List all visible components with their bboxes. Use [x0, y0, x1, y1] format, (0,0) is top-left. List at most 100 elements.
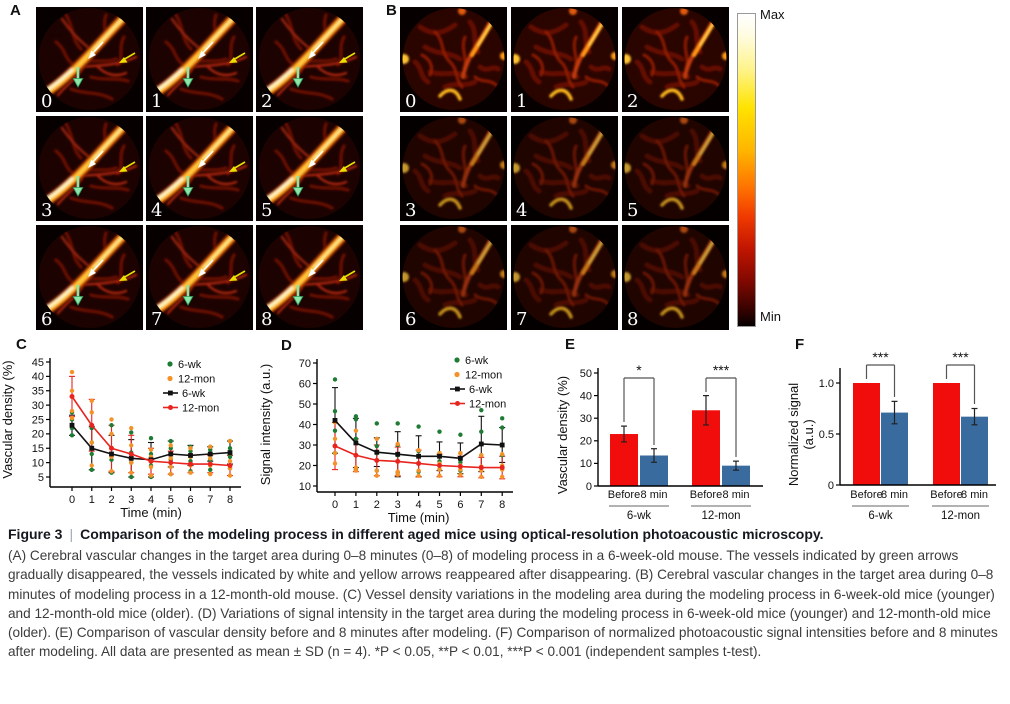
svg-text:5: 5 — [168, 494, 174, 506]
panel-b-grid: 0 1 2 3 4 5 6 7 8 — [400, 7, 729, 330]
frame-number: 1 — [516, 91, 528, 112]
svg-text:6-wk: 6-wk — [465, 355, 489, 367]
panel-b-frame-8: 8 — [622, 225, 729, 330]
svg-text:1: 1 — [353, 499, 359, 511]
svg-text:15: 15 — [32, 443, 44, 455]
panel-a-frame-4: 4 — [146, 116, 253, 221]
frame-number: 2 — [261, 91, 273, 112]
panel-a-frame-7: 7 — [146, 225, 253, 330]
svg-text:Time (min): Time (min) — [120, 505, 182, 520]
svg-text:6: 6 — [187, 494, 193, 506]
svg-text:60: 60 — [299, 378, 311, 390]
svg-text:40: 40 — [32, 371, 44, 383]
frame-number: 8 — [627, 309, 639, 330]
svg-text:1.0: 1.0 — [819, 378, 834, 390]
frame-number: 6 — [41, 309, 53, 330]
panel-a-frame-6: 6 — [36, 225, 143, 330]
svg-text:20: 20 — [299, 460, 311, 472]
intensity-colorbar — [737, 13, 756, 327]
svg-text:Signal intensity (a.u.): Signal intensity (a.u.) — [258, 364, 273, 485]
svg-text:4: 4 — [416, 499, 422, 511]
frame-number: 3 — [405, 200, 417, 221]
svg-text:25: 25 — [32, 414, 44, 426]
svg-text:Before: Before — [930, 489, 962, 501]
frame-number: 5 — [261, 200, 273, 221]
svg-text:8 min: 8 min — [641, 489, 668, 501]
frame-number: 0 — [41, 91, 53, 112]
svg-text:Before: Before — [850, 489, 882, 501]
svg-text:***: *** — [713, 362, 730, 378]
svg-text:45: 45 — [32, 357, 44, 369]
panel-label-b: B — [386, 2, 397, 19]
svg-text:7: 7 — [478, 499, 484, 511]
panel-a-grid: 0 1 2 3 4 5 6 7 8 — [36, 7, 363, 330]
panel-a-frame-3: 3 — [36, 116, 143, 221]
svg-text:***: *** — [872, 349, 889, 365]
svg-text:12-mon: 12-mon — [182, 402, 219, 414]
caption-separator: | — [69, 526, 74, 542]
svg-text:30: 30 — [580, 413, 592, 425]
frame-number: 2 — [627, 91, 639, 112]
panel-a-frame-2: 2 — [256, 7, 363, 112]
svg-text:20: 20 — [32, 429, 44, 441]
svg-text:70: 70 — [299, 358, 311, 370]
frame-number: 6 — [405, 309, 417, 330]
svg-text:***: *** — [952, 349, 969, 365]
panel-b-frame-6: 6 — [400, 225, 507, 330]
svg-text:10: 10 — [299, 481, 311, 493]
svg-text:8: 8 — [499, 499, 505, 511]
svg-text:0: 0 — [332, 499, 338, 511]
svg-text:5: 5 — [38, 472, 44, 484]
panel-a-frame-1: 1 — [146, 7, 253, 112]
svg-text:*: * — [636, 362, 642, 378]
caption-body: (A) Cerebral vascular changes in the tar… — [8, 548, 998, 660]
panel-label-f: F — [795, 336, 805, 353]
svg-text:10: 10 — [580, 458, 592, 470]
panel-b-frame-7: 7 — [511, 225, 618, 330]
svg-text:12-mon: 12-mon — [941, 510, 980, 522]
svg-text:2: 2 — [108, 494, 114, 506]
frame-number: 8 — [261, 309, 273, 330]
frame-number: 4 — [151, 200, 163, 221]
svg-text:12-mon: 12-mon — [469, 398, 506, 410]
svg-text:6-wk: 6-wk — [182, 388, 206, 400]
svg-text:8 min: 8 min — [723, 489, 750, 501]
svg-text:7: 7 — [207, 494, 213, 506]
svg-text:6: 6 — [457, 499, 463, 511]
svg-text:2: 2 — [374, 499, 380, 511]
svg-text:0: 0 — [586, 481, 592, 493]
panel-a-frame-0: 0 — [36, 7, 143, 112]
svg-text:30: 30 — [299, 440, 311, 452]
panel-label-c: C — [16, 336, 27, 353]
svg-text:Before: Before — [608, 489, 640, 501]
panel-b-frame-2: 2 — [622, 7, 729, 112]
panel-label-a: A — [10, 2, 21, 19]
svg-text:0: 0 — [69, 494, 75, 506]
svg-text:8 min: 8 min — [881, 489, 908, 501]
frame-number: 5 — [627, 200, 639, 221]
svg-text:6-wk: 6-wk — [469, 384, 493, 396]
frame-number: 7 — [516, 309, 528, 330]
svg-text:12-mon: 12-mon — [465, 369, 502, 381]
svg-text:Before: Before — [690, 489, 722, 501]
svg-text:50: 50 — [299, 399, 311, 411]
panel-b-frame-0: 0 — [400, 7, 507, 112]
svg-text:10: 10 — [32, 457, 44, 469]
frame-number: 1 — [151, 91, 163, 112]
svg-text:4: 4 — [148, 494, 154, 506]
svg-text:8: 8 — [227, 494, 233, 506]
svg-text:8 min: 8 min — [961, 489, 988, 501]
frame-number: 7 — [151, 309, 163, 330]
svg-text:40: 40 — [299, 419, 311, 431]
svg-text:0.5: 0.5 — [819, 429, 834, 441]
frame-number: 4 — [516, 200, 528, 221]
frame-number: 3 — [41, 200, 53, 221]
colorbar-min-label: Min — [760, 309, 781, 324]
panel-a-frame-5: 5 — [256, 116, 363, 221]
panel-b-frame-3: 3 — [400, 116, 507, 221]
svg-text:(a.u.): (a.u.) — [801, 419, 816, 449]
